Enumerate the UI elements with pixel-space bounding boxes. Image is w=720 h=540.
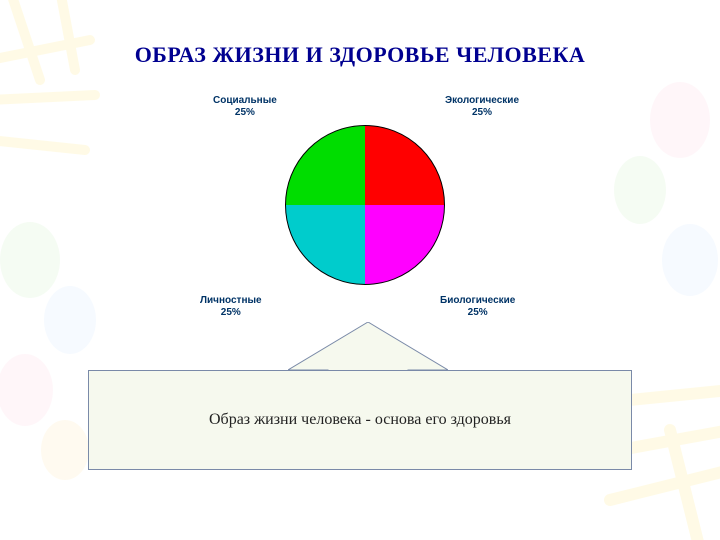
slice-label-0: Экологические 25%: [445, 95, 519, 119]
slice-label-1: Биологические 25%: [440, 295, 515, 319]
slice-label-3: Социальные 25%: [213, 95, 277, 119]
callout-text: Образ жизни человека - основа его здоров…: [209, 411, 511, 429]
slice-label-2: Личностные 25%: [200, 295, 262, 319]
pie-wrap: [285, 125, 445, 285]
callout-box: Образ жизни человека - основа его здоров…: [88, 370, 632, 470]
pie-circle: [285, 125, 445, 285]
pie-chart: Экологические 25% Биологические 25% Личн…: [195, 95, 525, 330]
page-title: ОБРАЗ ЖИЗНИ И ЗДОРОВЬЕ ЧЕЛОВЕКА: [0, 42, 720, 68]
callout: Образ жизни человека - основа его здоров…: [88, 322, 632, 482]
